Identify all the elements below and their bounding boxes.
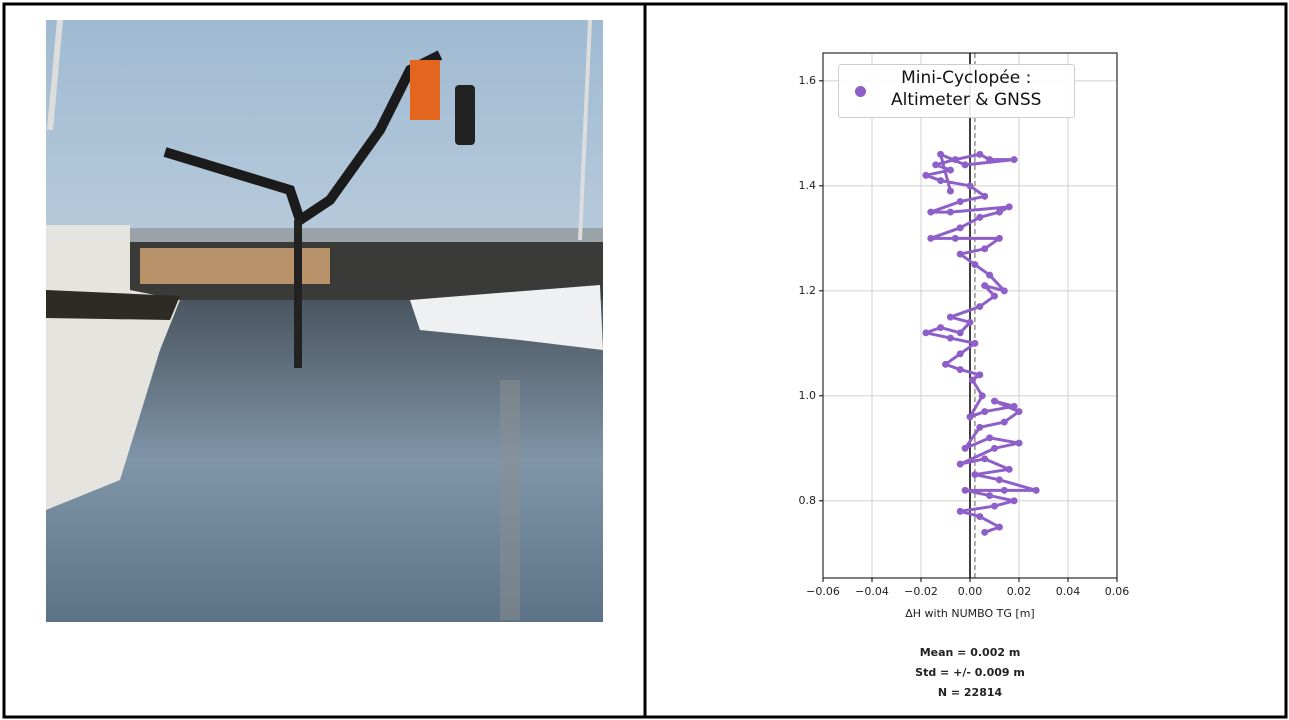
point (957, 366, 964, 373)
x-tick-label: −0.02 (904, 585, 938, 598)
point (1016, 408, 1023, 415)
point (981, 193, 988, 200)
point (979, 392, 986, 399)
legend-marker (855, 86, 866, 97)
y-tick-label: 0.8 (799, 494, 817, 507)
point (952, 156, 959, 163)
x-tick-label: 0.06 (1105, 585, 1130, 598)
point (971, 340, 978, 347)
point (957, 461, 964, 468)
point (991, 503, 998, 510)
point (981, 455, 988, 462)
y-tick-label: 1.2 (799, 284, 817, 297)
point (922, 329, 929, 336)
point (967, 319, 974, 326)
point (937, 324, 944, 331)
figure: −0.06 −0.04 −0.02 0.00 0.02 0.04 0.06 0.8 1.0 1.2… (0, 0, 1289, 720)
point (1006, 203, 1013, 210)
point (1011, 156, 1018, 163)
annotation: Mean = 0.002 m (920, 646, 1021, 659)
x-tick-label: 0.02 (1007, 585, 1032, 598)
point (967, 182, 974, 189)
plot-area: −0.06 −0.04 −0.02 0.00 0.02 0.04 0.06 0.8 1.0 1.2… (799, 53, 1130, 699)
point (927, 209, 934, 216)
y-tick-label: 1.4 (799, 179, 817, 192)
point (962, 487, 969, 494)
legend-label: Mini-Cyclopée : Altimeter & GNSS (891, 67, 1041, 111)
point (957, 508, 964, 515)
point (947, 167, 954, 174)
point (976, 371, 983, 378)
y-tick-label: 1.0 (799, 389, 817, 402)
point (957, 329, 964, 336)
point (932, 161, 939, 168)
point (957, 224, 964, 231)
point (947, 335, 954, 342)
y-tick-label: 1.6 (799, 74, 817, 87)
x-tick-label: 0.00 (958, 585, 983, 598)
point (962, 445, 969, 452)
point (962, 161, 969, 168)
point (991, 398, 998, 405)
point (986, 156, 993, 163)
point (1011, 497, 1018, 504)
point (969, 377, 976, 384)
trace (926, 154, 1036, 532)
x-tick-label: −0.04 (855, 585, 889, 598)
point (991, 293, 998, 300)
point (981, 282, 988, 289)
point (996, 524, 1003, 531)
point (986, 272, 993, 279)
point (1033, 487, 1040, 494)
x-tick-label: −0.06 (806, 585, 840, 598)
point (927, 235, 934, 242)
annotation: N = 22814 (938, 686, 1003, 699)
point (1001, 287, 1008, 294)
point (1006, 466, 1013, 473)
point (922, 172, 929, 179)
point (981, 529, 988, 536)
annotation: Std = +/- 0.009 m (915, 666, 1025, 679)
legend: Mini-Cyclopée : Altimeter & GNSS (838, 64, 1075, 118)
point (1001, 419, 1008, 426)
point (967, 413, 974, 420)
page: −0.06 −0.04 −0.02 0.00 0.02 0.04 0.06 0.8 1.0 1.2… (0, 0, 1289, 720)
point (957, 198, 964, 205)
point (976, 303, 983, 310)
point (952, 235, 959, 242)
point (947, 209, 954, 216)
point (957, 251, 964, 258)
point (971, 261, 978, 268)
x-axis-label: ΔH with NUMBO TG [m] (905, 607, 1034, 620)
point (947, 314, 954, 321)
point (976, 513, 983, 520)
point (991, 445, 998, 452)
point (1011, 403, 1018, 410)
photo (46, 20, 603, 622)
point (937, 151, 944, 158)
x-tick-label: 0.04 (1056, 585, 1081, 598)
point (981, 408, 988, 415)
point (957, 350, 964, 357)
point (947, 188, 954, 195)
point (996, 235, 1003, 242)
point (971, 471, 978, 478)
point (996, 209, 1003, 216)
point (976, 214, 983, 221)
point (996, 476, 1003, 483)
point (942, 361, 949, 368)
point (937, 177, 944, 184)
point (986, 492, 993, 499)
point (976, 151, 983, 158)
point (1016, 440, 1023, 447)
point (981, 245, 988, 252)
point (976, 424, 983, 431)
point (986, 434, 993, 441)
point (1001, 487, 1008, 494)
